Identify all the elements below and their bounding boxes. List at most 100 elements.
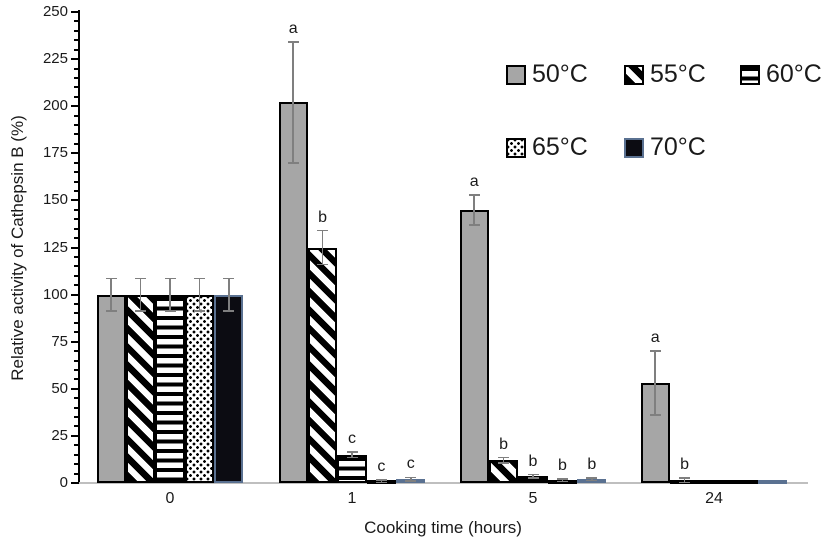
- x-category-label: 5: [528, 490, 538, 507]
- error-bar-55c-t5: [502, 457, 505, 464]
- legend-swatch-50c: [506, 64, 526, 85]
- error-cap-bottom-60c-t1: [346, 456, 358, 459]
- bar-65c-t0: [184, 294, 215, 483]
- y-tick: [74, 378, 79, 381]
- x-category-label: 24: [705, 490, 723, 507]
- legend-item-50c: 50°C: [506, 62, 588, 87]
- error-cap-top-55c-t24: [679, 477, 691, 479]
- bar-70c-t24: [758, 480, 788, 484]
- error-cap-top-50c-t1: [287, 41, 299, 44]
- y-tick: [74, 29, 79, 32]
- error-bar-65c-t5: [561, 478, 564, 482]
- y-tick-label: 100: [42, 285, 68, 303]
- y-tick-label: 175: [42, 144, 68, 162]
- error-cap-bottom-70c-t0: [223, 309, 235, 312]
- error-cap-top-50c-t24: [649, 350, 661, 352]
- sig-letter-70c-t5: b: [587, 455, 597, 473]
- error-cap-top-70c-t1: [405, 476, 417, 479]
- legend-swatch-60c: [740, 64, 760, 85]
- error-cap-bottom-70c-t5: [586, 479, 598, 482]
- x-axis-title: Cooking time (hours): [364, 518, 522, 537]
- legend-label-50c: 50°C: [532, 60, 588, 88]
- y-tick: [74, 453, 79, 456]
- y-tick: [74, 312, 79, 315]
- error-bar-60c-t1: [351, 451, 353, 458]
- error-cap-top-50c-t0: [105, 277, 117, 280]
- legend-label-70c: 70°C: [650, 133, 706, 161]
- legend-swatch-65c: [506, 137, 526, 158]
- y-tick: [74, 95, 79, 98]
- x-category-label: 0: [165, 490, 175, 507]
- y-tick: [71, 482, 79, 484]
- y-tick: [74, 331, 79, 334]
- error-bar-60c-t5: [532, 474, 534, 479]
- y-tick: [74, 284, 79, 287]
- error-cap-top-50c-t5: [468, 193, 480, 196]
- y-tick: [71, 199, 79, 202]
- error-cap-top-60c-t5: [527, 473, 539, 476]
- error-cap-top-70c-t5: [586, 477, 598, 479]
- error-bar-70c-t1: [410, 477, 412, 482]
- error-cap-bottom-50c-t0: [105, 309, 117, 312]
- error-bar-70c-t5: [591, 477, 593, 481]
- error-cap-bottom-65c-t1: [375, 481, 387, 484]
- bar-65c-t24: [728, 480, 759, 484]
- y-tick: [74, 463, 79, 466]
- sig-letter-60c-t5: b: [528, 452, 538, 470]
- y-tick: [74, 189, 79, 192]
- error-cap-bottom-55c-t24: [679, 481, 691, 484]
- legend-label-60c: 60°C: [766, 60, 822, 88]
- x-axis-baseline: [78, 482, 808, 484]
- y-tick: [74, 303, 79, 306]
- error-cap-top-70c-t0: [223, 277, 235, 280]
- sig-letter-65c-t5: b: [557, 456, 567, 474]
- legend-item-55c: 55°C: [624, 62, 706, 87]
- y-tick: [74, 265, 79, 268]
- legend-item-65c: 65°C: [506, 135, 588, 160]
- error-bar-55c-t1: [321, 230, 324, 265]
- y-tick: [71, 340, 79, 343]
- error-cap-top-65c-t1: [375, 478, 387, 481]
- error-bar-55c-t0: [139, 278, 142, 311]
- legend-swatch-70c: [624, 137, 644, 158]
- x-category-label: 1: [347, 490, 357, 507]
- bar-60c-t1: [337, 454, 367, 483]
- error-cap-bottom-55c-t0: [135, 309, 147, 312]
- bar-70c-t0: [214, 294, 244, 483]
- y-tick-label: 200: [42, 97, 68, 115]
- y-tick-label: 0: [59, 474, 68, 491]
- error-cap-bottom-50c-t24: [649, 414, 661, 417]
- legend-swatch-55c: [624, 64, 644, 85]
- y-tick: [74, 48, 79, 51]
- error-cap-bottom-65c-t0: [193, 309, 205, 312]
- y-tick: [74, 227, 79, 230]
- y-tick: [74, 368, 79, 371]
- y-tick: [74, 416, 79, 419]
- y-tick: [74, 180, 79, 183]
- error-cap-bottom-70c-t1: [405, 480, 417, 482]
- y-tick: [74, 208, 79, 211]
- error-bar-65c-t0: [198, 278, 201, 311]
- error-bar-50c-t24: [654, 351, 656, 416]
- y-tick: [74, 350, 79, 353]
- y-tick-label: 75: [51, 332, 68, 350]
- y-tick: [74, 39, 79, 42]
- y-tick: [74, 161, 79, 164]
- error-cap-top-60c-t0: [164, 277, 176, 280]
- sig-letter-60c-t1: c: [348, 429, 356, 447]
- error-cap-top-55c-t0: [135, 277, 147, 280]
- bar-55c-t1: [307, 247, 338, 483]
- y-tick: [71, 105, 79, 108]
- legend-item-70c: 70°C: [624, 135, 706, 160]
- y-tick: [74, 67, 79, 70]
- y-tick: [74, 359, 79, 362]
- sig-letter-50c-t24: a: [650, 329, 660, 347]
- error-cap-bottom-55c-t1: [317, 263, 329, 266]
- y-tick: [74, 397, 79, 400]
- y-tick: [74, 237, 79, 240]
- y-tick: [74, 444, 79, 447]
- error-cap-top-55c-t5: [498, 456, 510, 459]
- sig-letter-55c-t5: b: [499, 435, 509, 453]
- y-axis-line: [78, 10, 80, 484]
